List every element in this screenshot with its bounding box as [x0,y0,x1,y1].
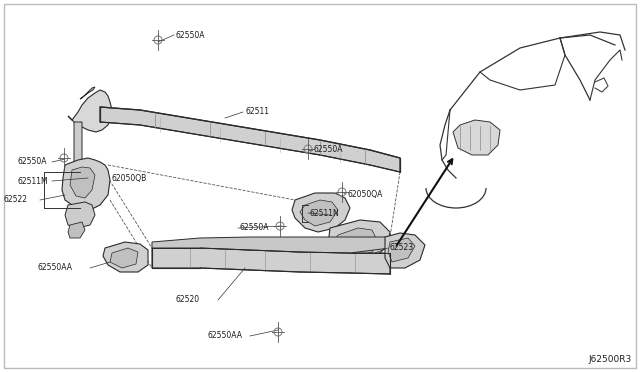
Text: 62550A: 62550A [240,224,269,232]
Polygon shape [62,158,110,210]
Polygon shape [388,238,415,262]
Polygon shape [74,122,82,163]
Text: 62550A: 62550A [176,31,205,39]
Polygon shape [70,167,95,198]
Polygon shape [300,200,338,226]
Text: 62550A: 62550A [314,145,344,154]
Text: 62550AA: 62550AA [208,331,243,340]
Polygon shape [65,202,95,228]
Text: 62520: 62520 [175,295,199,305]
Text: 62550AA: 62550AA [38,263,73,273]
Text: 62550A: 62550A [18,157,47,167]
Text: 62050QB: 62050QB [112,173,147,183]
Polygon shape [68,222,85,238]
Polygon shape [152,248,390,274]
Polygon shape [80,87,95,99]
Polygon shape [453,120,500,155]
Text: J62500R3: J62500R3 [589,355,632,364]
Polygon shape [152,237,390,253]
Text: 62511N: 62511N [310,208,340,218]
Polygon shape [110,248,138,268]
Text: 62511M: 62511M [18,176,49,186]
Polygon shape [333,228,378,257]
Polygon shape [103,242,148,272]
Polygon shape [68,90,112,132]
Text: 62050QA: 62050QA [348,189,383,199]
Polygon shape [292,193,350,232]
Polygon shape [100,107,400,172]
Text: 62522: 62522 [4,196,28,205]
Polygon shape [385,233,425,268]
Polygon shape [328,220,390,263]
Text: 62523: 62523 [390,244,414,253]
Text: 62511: 62511 [245,108,269,116]
